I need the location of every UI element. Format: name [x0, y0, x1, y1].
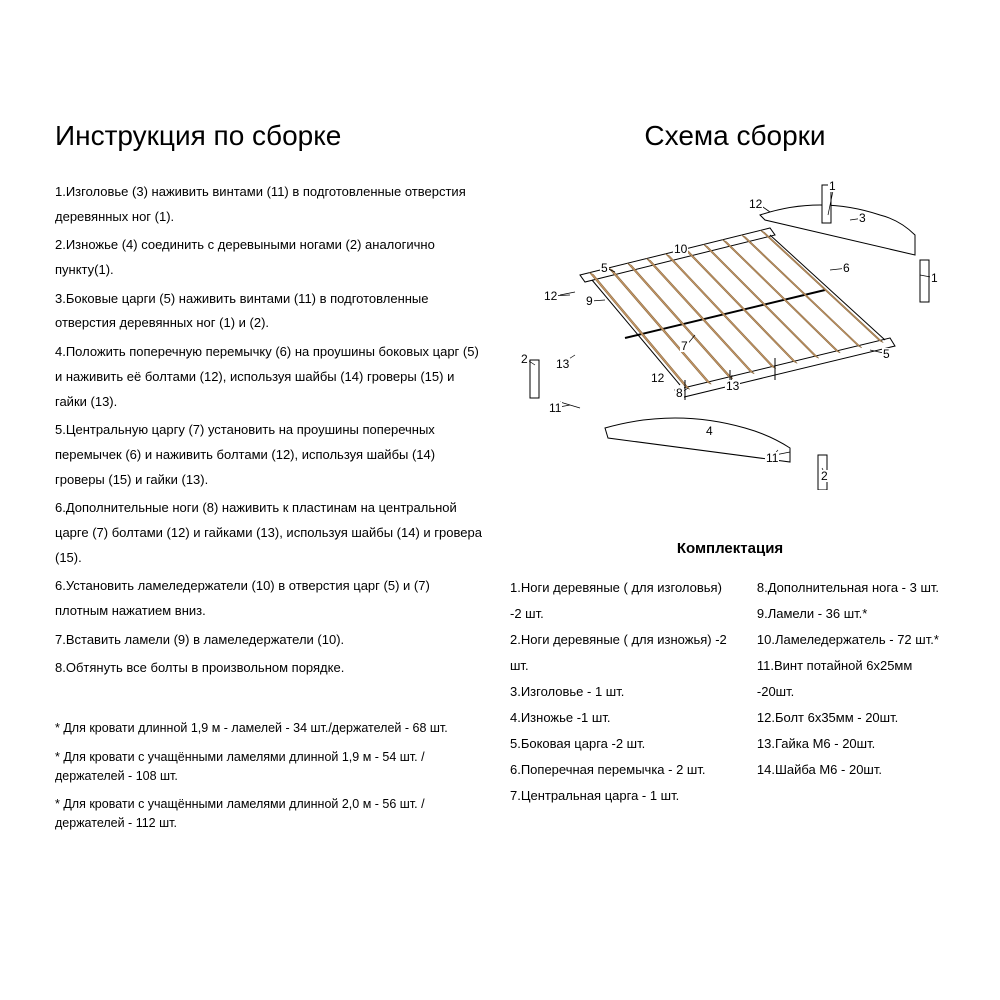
part-item: 4.Изножье -1 шт.: [510, 705, 737, 731]
step-item: 6.Дополнительные ноги (8) наживить к пла…: [55, 496, 485, 570]
callout-label: 6: [842, 262, 851, 274]
part-item: 8.Дополнительная нога - 3 шт.: [757, 575, 950, 601]
callout-label: 5: [882, 348, 891, 360]
parts-title: Комплектация: [510, 540, 950, 557]
assembly-diagram: 1123105611297213512813114112: [520, 180, 940, 490]
callout-label: 5: [600, 262, 609, 274]
footnotes: * Для кровати длинной 1,9 м - ламелей - …: [55, 719, 485, 833]
steps-list: 1.Изголовье (3) наживить винтами (11) в …: [55, 180, 485, 681]
part-item: 12.Болт 6х35мм - 20шт.: [757, 705, 950, 731]
part-item: 11.Винт потайной 6х25мм -20шт.: [757, 653, 950, 705]
step-item: 1.Изголовье (3) наживить винтами (11) в …: [55, 180, 485, 229]
callout-label: 11: [548, 402, 562, 414]
parts-list: 1.Ноги деревяные ( для изголовья) -2 шт.…: [510, 575, 950, 809]
part-item: 6.Поперечная перемычка - 2 шт.: [510, 757, 737, 783]
callout-label: 2: [820, 470, 829, 482]
callout-label: 12: [748, 198, 763, 210]
parts-left-col: 1.Ноги деревяные ( для изголовья) -2 шт.…: [510, 575, 737, 809]
step-item: 6.Установить ламеледержатели (10) в отве…: [55, 574, 485, 623]
callout-label: 11: [765, 452, 779, 464]
diagram-title: Схема сборки: [520, 120, 950, 152]
callout-label: 12: [650, 372, 665, 384]
footnote-item: * Для кровати с учащёнными ламелями длин…: [55, 748, 485, 786]
step-item: 5.Центральную царгу (7) установить на пр…: [55, 418, 485, 492]
part-item: 2.Ноги деревяные ( для изножья) -2 шт.: [510, 627, 737, 679]
step-item: 4.Положить поперечную перемычку (6) на п…: [55, 340, 485, 414]
footnote-item: * Для кровати длинной 1,9 м - ламелей - …: [55, 719, 485, 738]
instructions-column: Инструкция по сборке 1.Изголовье (3) наж…: [55, 120, 485, 950]
instructions-title: Инструкция по сборке: [55, 120, 485, 152]
callout-label: 4: [705, 425, 714, 437]
parts-right-col: 8.Дополнительная нога - 3 шт. 9.Ламели -…: [757, 575, 950, 809]
callout-label: 1: [828, 180, 837, 192]
step-item: 7.Вставить ламели (9) в ламеледержатели …: [55, 628, 485, 653]
diagram-svg: [520, 180, 940, 490]
diagram-column: Схема сборки: [510, 120, 950, 950]
part-item: 9.Ламели - 36 шт.*: [757, 601, 950, 627]
part-item: 7.Центральная царга - 1 шт.: [510, 783, 737, 809]
callout-label: 7: [680, 340, 689, 352]
step-item: 3.Боковые царги (5) наживить винтами (11…: [55, 287, 485, 336]
part-item: 1.Ноги деревяные ( для изголовья) -2 шт.: [510, 575, 737, 627]
part-item: 5.Боковая царга -2 шт.: [510, 731, 737, 757]
callout-label: 13: [555, 358, 570, 370]
step-item: 2.Изножье (4) соединить с деревыными ног…: [55, 233, 485, 282]
callout-label: 8: [675, 387, 684, 399]
footnote-item: * Для кровати с учащёнными ламелями длин…: [55, 795, 485, 833]
callout-label: 10: [673, 243, 688, 255]
callout-label: 2: [520, 353, 529, 365]
part-item: 13.Гайка М6 - 20шт.: [757, 731, 950, 757]
part-item: 3.Изголовье - 1 шт.: [510, 679, 737, 705]
callout-label: 3: [858, 212, 867, 224]
part-item: 14.Шайба М6 - 20шт.: [757, 757, 950, 783]
callout-label: 1: [930, 272, 939, 284]
callout-label: 12: [543, 290, 558, 302]
callout-label: 13: [725, 380, 740, 392]
step-item: 8.Обтянуть все болты в произвольном поря…: [55, 656, 485, 681]
part-item: 10.Ламеледержатель - 72 шт.*: [757, 627, 950, 653]
callout-label: 9: [585, 295, 594, 307]
